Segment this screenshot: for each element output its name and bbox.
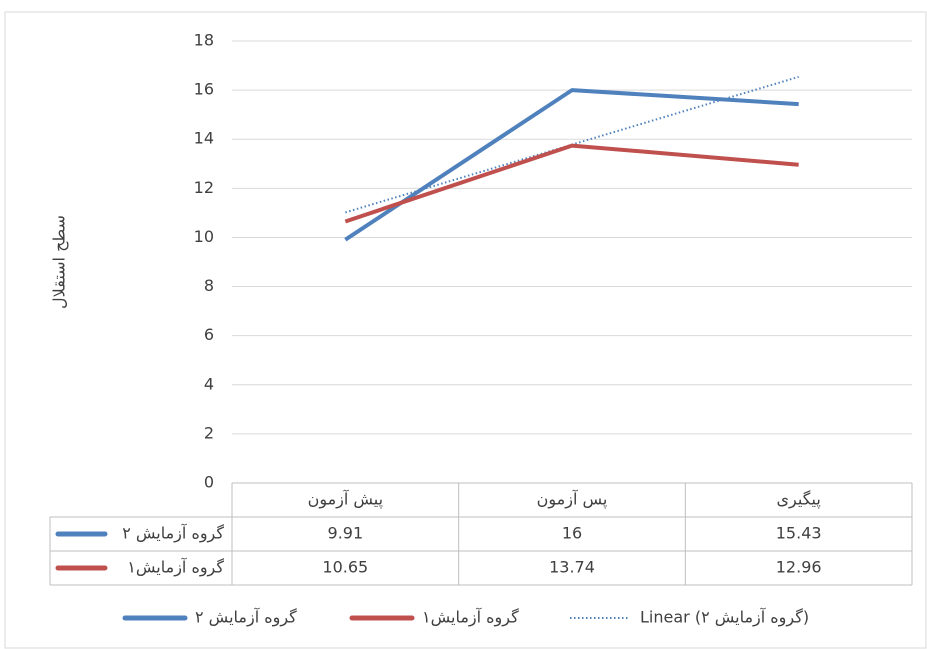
table-cell: 13.74 (549, 558, 595, 577)
legend-label: گروه آزمایش ۲ (195, 608, 297, 628)
y-tick-label: 6 (204, 325, 214, 344)
y-tick-label: 18 (194, 31, 214, 50)
table-cell: 10.65 (322, 558, 368, 577)
table-cell: 12.96 (776, 558, 822, 577)
y-tick-label: 10 (194, 227, 214, 246)
y-tick-label: 4 (204, 374, 214, 393)
y-tick-label: 12 (194, 178, 214, 197)
series-line (344, 88, 799, 242)
x-tick-label: پیش آزمون (308, 490, 384, 510)
chart-frame (4, 11, 927, 649)
y-tick-label: 2 (204, 423, 214, 442)
x-tick-label: پس آزمون (537, 490, 608, 510)
table-series-label: گروه آزمایش۱ (127, 558, 224, 578)
y-tick-label: 14 (194, 129, 214, 148)
legend-label: Linear (گروه آزمایش ۲) (640, 608, 809, 628)
y-tick-label: 0 (204, 473, 214, 492)
table-cell: 16 (562, 524, 582, 543)
x-tick-label: پیگیری (777, 490, 821, 510)
y-tick-label: 16 (194, 80, 214, 99)
legend-label: گروه آزمایش۱ (422, 608, 519, 628)
series-line (344, 143, 799, 224)
table-cell: 9.91 (328, 524, 364, 543)
table-cell: 15.43 (776, 524, 822, 543)
table-series-label: گروه آزمایش ۲ (122, 524, 224, 544)
y-axis-label: سطح استقلال (50, 215, 70, 309)
y-tick-label: 8 (204, 276, 214, 295)
